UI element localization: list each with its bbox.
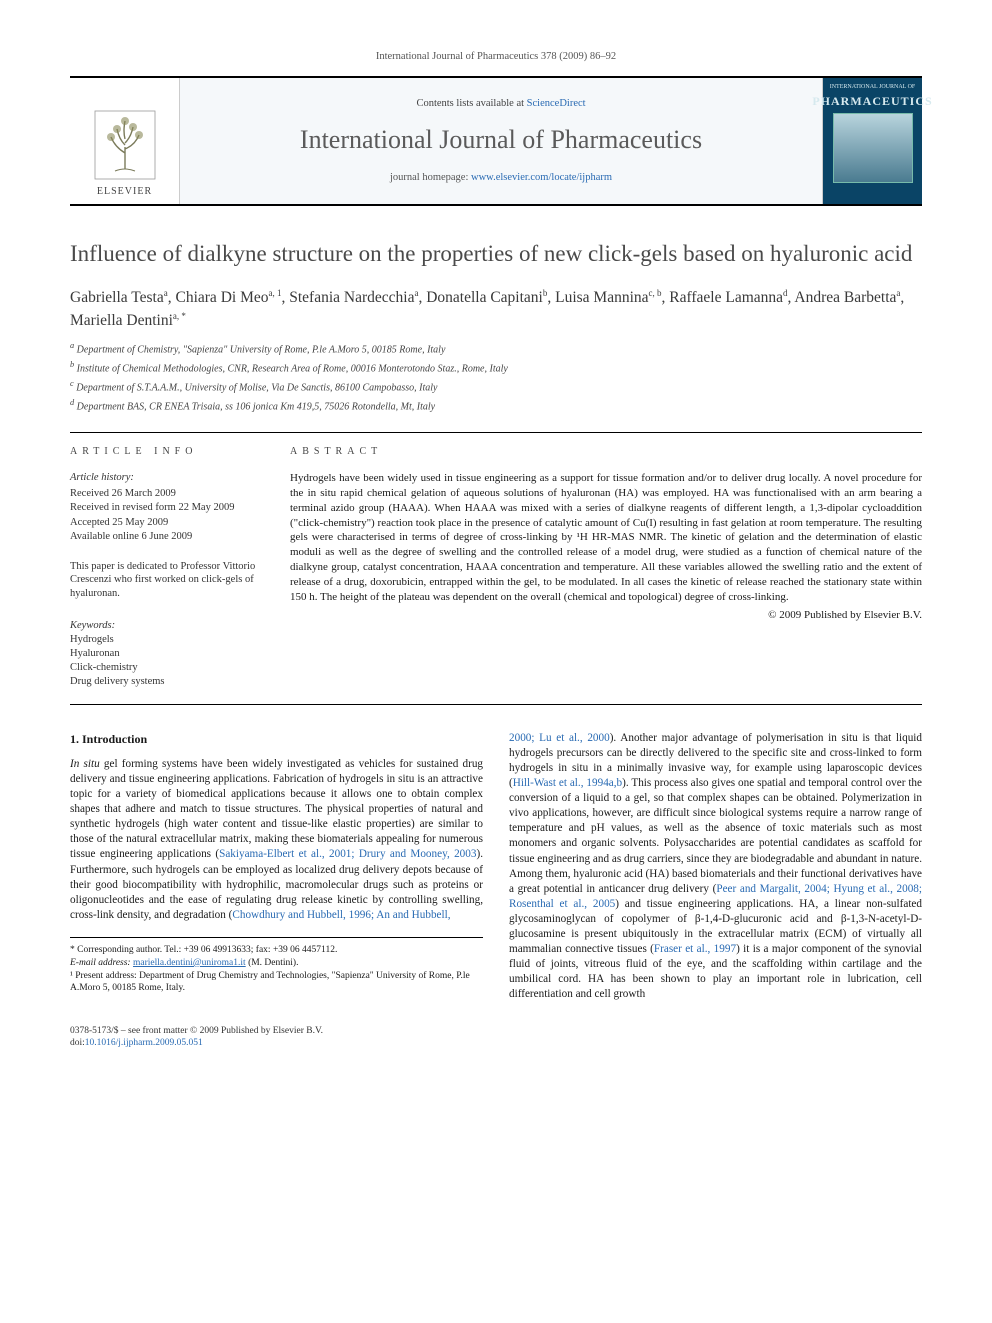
affiliation-item: b Institute of Chemical Methodologies, C… xyxy=(70,359,922,377)
body-paragraph: In situ gel forming systems have been wi… xyxy=(70,757,483,923)
abstract-text: Hydrogels have been widely used in tissu… xyxy=(290,471,922,605)
journal-title: International Journal of Pharmaceutics xyxy=(300,122,702,157)
history-item: Received 26 March 2009 xyxy=(70,487,270,501)
cover-main-text: PHARMACEUTICS xyxy=(812,93,932,109)
cover-top-text: INTERNATIONAL JOURNAL OF xyxy=(830,84,916,91)
front-matter-line: 0378-5173/$ – see front matter © 2009 Pu… xyxy=(70,1025,922,1037)
contents-prefix: Contents lists available at xyxy=(416,98,526,109)
affiliation-item: d Department BAS, CR ENEA Trisaia, ss 10… xyxy=(70,397,922,415)
history-item: Available online 6 June 2009 xyxy=(70,530,270,544)
article-title: Influence of dialkyne structure on the p… xyxy=(70,240,922,269)
cover-image xyxy=(833,113,913,183)
citation-link[interactable]: Fraser et al., 1997 xyxy=(654,943,736,955)
corresponding-footnote: * Corresponding author. Tel.: +39 06 499… xyxy=(70,937,483,995)
email-label: E-mail address: xyxy=(70,958,133,968)
keywords-head: Keywords: xyxy=(70,619,270,633)
author-list: Gabriella Testaa, Chiara Di Meoa, 1, Ste… xyxy=(70,287,922,332)
affiliation-list: a Department of Chemistry, "Sapienza" Un… xyxy=(70,340,922,414)
citation-link[interactable]: Hill-Wast et al., 1994a,b xyxy=(513,777,622,789)
divider xyxy=(70,704,922,705)
body-paragraph: 2000; Lu et al., 2000). Another major ad… xyxy=(509,731,922,1003)
publisher-name: ELSEVIER xyxy=(97,185,152,199)
journal-cover-thumb: INTERNATIONAL JOURNAL OF PHARMACEUTICS xyxy=(822,78,922,204)
journal-homepage-link[interactable]: www.elsevier.com/locate/ijpharm xyxy=(471,172,612,183)
divider xyxy=(70,432,922,433)
article-info-label: ARTICLE INFO xyxy=(70,445,270,459)
journal-homepage-line: journal homepage: www.elsevier.com/locat… xyxy=(390,171,612,185)
article-history: Received 26 March 2009Received in revise… xyxy=(70,487,270,544)
history-item: Received in revised form 22 May 2009 xyxy=(70,501,270,515)
doi-label: doi: xyxy=(70,1038,85,1048)
publisher-logo: ELSEVIER xyxy=(70,78,180,204)
present-address-note: ¹ Present address: Department of Drug Ch… xyxy=(70,970,483,996)
keyword-item: Hydrogels xyxy=(70,633,270,647)
sciencedirect-link[interactable]: ScienceDirect xyxy=(527,98,586,109)
keyword-item: Click-chemistry xyxy=(70,661,270,675)
contents-available-line: Contents lists available at ScienceDirec… xyxy=(416,97,585,111)
elsevier-tree-icon xyxy=(93,109,157,181)
doi-link[interactable]: 10.1016/j.ijpharm.2009.05.051 xyxy=(85,1038,203,1048)
section-heading: 1. Introduction xyxy=(70,731,483,747)
body-columns: 1. Introduction In situ gel forming syst… xyxy=(70,731,922,1003)
history-item: Accepted 25 May 2009 xyxy=(70,516,270,530)
email-link[interactable]: mariella.dentini@uniroma1.it xyxy=(133,958,246,968)
affiliation-item: a Department of Chemistry, "Sapienza" Un… xyxy=(70,340,922,358)
corresponding-line: * Corresponding author. Tel.: +39 06 499… xyxy=(70,944,483,957)
journal-masthead: ELSEVIER Contents lists available at Sci… xyxy=(70,76,922,206)
citation-link[interactable]: Chowdhury and Hubbell, 1996; An and Hubb… xyxy=(232,909,450,921)
footer-block: 0378-5173/$ – see front matter © 2009 Pu… xyxy=(70,1025,922,1050)
email-suffix: (M. Dentini). xyxy=(246,958,299,968)
abstract-label: ABSTRACT xyxy=(290,445,922,459)
affiliation-item: c Department of S.T.A.A.M., University o… xyxy=(70,378,922,396)
dedication-text: This paper is dedicated to Professor Vit… xyxy=(70,560,270,601)
keywords-list: HydrogelsHyaluronanClick-chemistryDrug d… xyxy=(70,633,270,690)
homepage-prefix: journal homepage: xyxy=(390,172,471,183)
citation-link[interactable]: Sakiyama-Elbert et al., 2001; Drury and … xyxy=(219,848,476,860)
history-head: Article history: xyxy=(70,471,270,485)
keyword-item: Hyaluronan xyxy=(70,647,270,661)
citation-link[interactable]: 2000; Lu et al., 2000 xyxy=(509,732,610,744)
abstract-copyright: © 2009 Published by Elsevier B.V. xyxy=(290,608,922,623)
body-text-span: ). This process also gives one spatial a… xyxy=(509,777,922,895)
running-header: International Journal of Pharmaceutics 3… xyxy=(70,50,922,64)
keyword-item: Drug delivery systems xyxy=(70,675,270,689)
